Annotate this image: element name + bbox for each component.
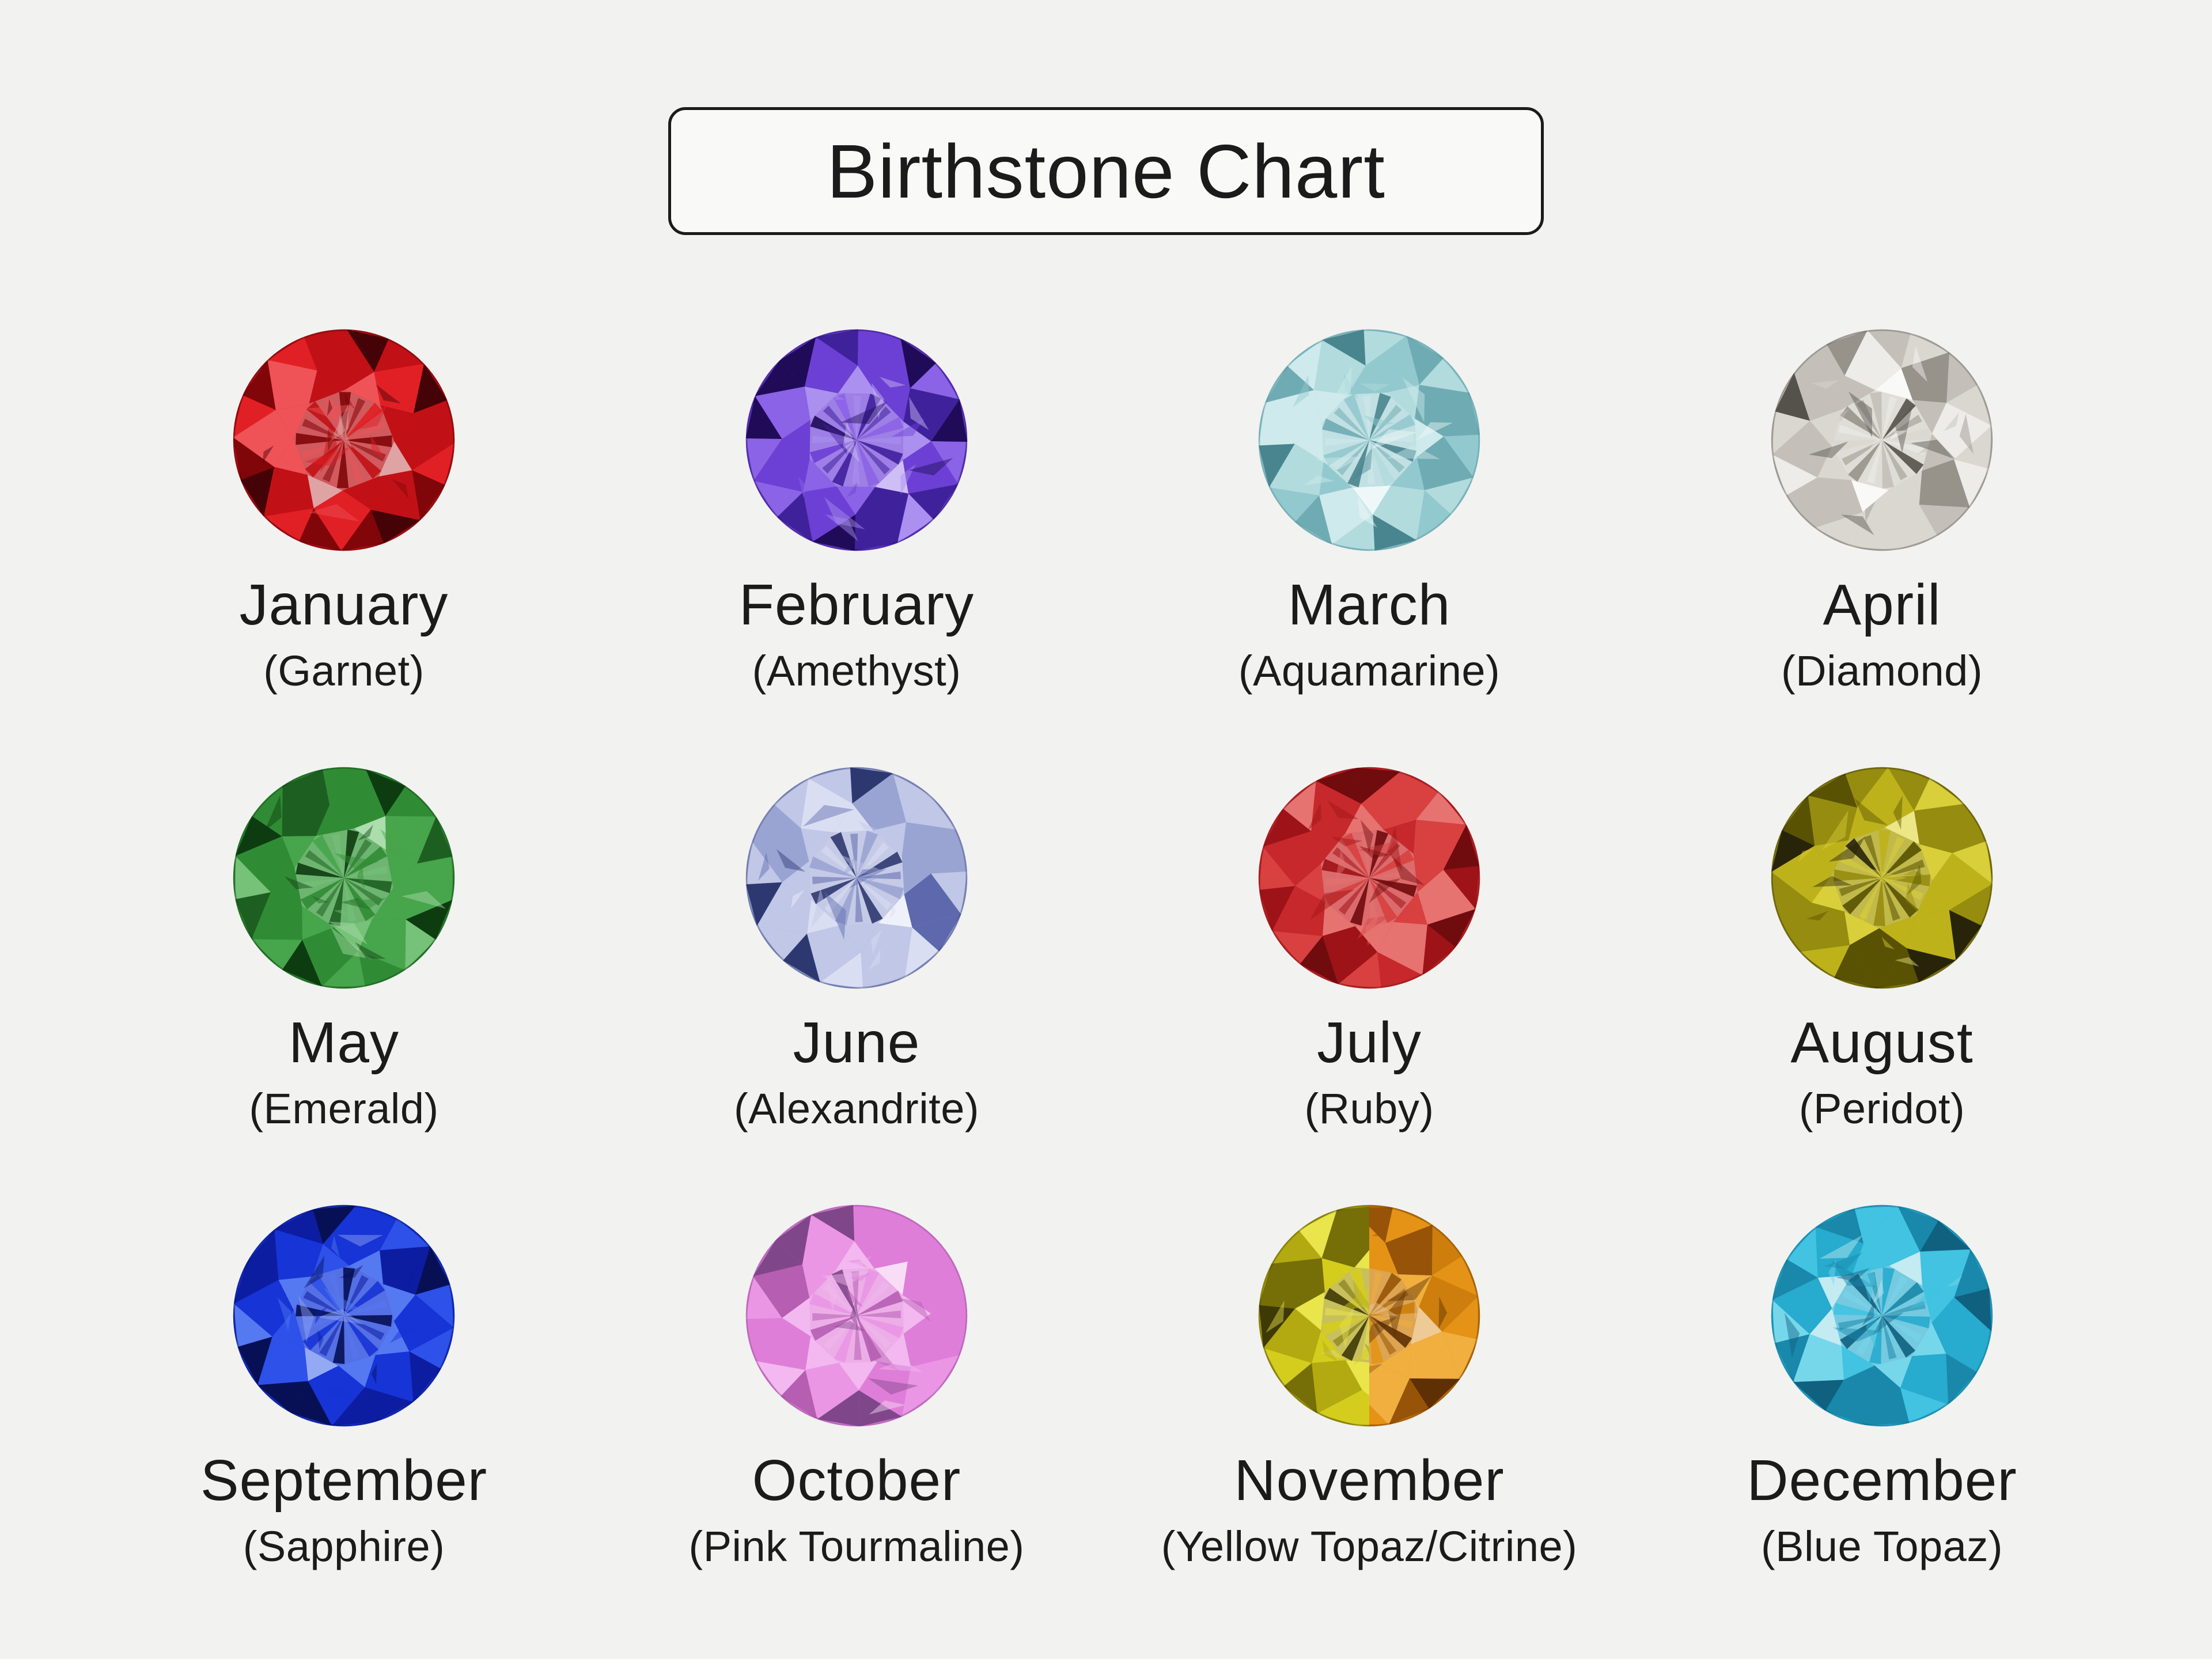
month-label-july: July <box>1317 1010 1422 1075</box>
gem-cell-july: July (Ruby) <box>1113 765 1626 1203</box>
month-label-january: January <box>239 573 449 637</box>
stone-label-diamond: (Diamond) <box>1781 647 1983 695</box>
gem-image-yellow-topaz-citrine <box>1258 1205 1480 1427</box>
gem-image-ruby <box>1258 767 1480 989</box>
month-label-december: December <box>1747 1448 2017 1513</box>
month-label-february: February <box>738 573 975 637</box>
month-label-march: March <box>1287 573 1451 637</box>
gem-image-alexandrite <box>745 767 968 989</box>
gem-cell-february: February (Amethyst) <box>600 327 1113 765</box>
gem-cell-june: June (Alexandrite) <box>600 765 1113 1203</box>
gem-cell-january: January (Garnet) <box>88 327 600 765</box>
stone-label-blue-topaz: (Blue Topaz) <box>1760 1522 2003 1570</box>
month-label-november: November <box>1234 1448 1505 1513</box>
stone-label-amethyst: (Amethyst) <box>752 647 961 695</box>
stone-label-ruby: (Ruby) <box>1304 1085 1434 1132</box>
gem-image-emerald <box>233 767 455 989</box>
stone-label-pink-tourmaline: (Pink Tourmaline) <box>688 1522 1025 1570</box>
stone-label-emerald: (Emerald) <box>249 1085 439 1132</box>
month-label-august: August <box>1790 1010 1974 1075</box>
gem-cell-september: September (Sapphire) <box>88 1203 600 1641</box>
gem-image-peridot <box>1771 767 1993 989</box>
gem-image-amethyst <box>745 329 968 551</box>
gem-image-pink-tourmaline <box>745 1205 968 1427</box>
stone-label-yellow-topaz-citrine: (Yellow Topaz/Citrine) <box>1161 1522 1578 1570</box>
page-title: Birthstone Chart <box>827 128 1385 214</box>
gem-image-blue-topaz <box>1771 1205 1993 1427</box>
gem-image-aquamarine <box>1258 329 1480 551</box>
gem-cell-march: March (Aquamarine) <box>1113 327 1626 765</box>
month-label-may: May <box>289 1010 399 1075</box>
gem-cell-may: May (Emerald) <box>88 765 600 1203</box>
month-label-september: September <box>200 1448 488 1513</box>
gem-image-garnet <box>233 329 455 551</box>
stone-label-sapphire: (Sapphire) <box>243 1522 445 1570</box>
gem-cell-april: April (Diamond) <box>1626 327 2138 765</box>
title-box: Birthstone Chart <box>668 107 1544 235</box>
stone-label-alexandrite: (Alexandrite) <box>733 1085 979 1132</box>
month-label-june: June <box>793 1010 921 1075</box>
gem-cell-october: October (Pink Tourmaline) <box>600 1203 1113 1641</box>
stone-label-garnet: (Garnet) <box>263 647 425 695</box>
birthstone-grid: January (Garnet) February (Amethyst) Mar… <box>88 327 2138 1641</box>
gem-cell-december: December (Blue Topaz) <box>1626 1203 2138 1641</box>
month-label-april: April <box>1823 573 1941 637</box>
stone-label-peridot: (Peridot) <box>1798 1085 1965 1132</box>
gem-cell-august: August (Peridot) <box>1626 765 2138 1203</box>
month-label-october: October <box>752 1448 961 1513</box>
gem-cell-november: November (Yellow Topaz/Citrine) <box>1113 1203 1626 1641</box>
stone-label-aquamarine: (Aquamarine) <box>1238 647 1501 695</box>
gem-image-diamond <box>1771 329 1993 551</box>
gem-image-sapphire <box>233 1205 455 1427</box>
